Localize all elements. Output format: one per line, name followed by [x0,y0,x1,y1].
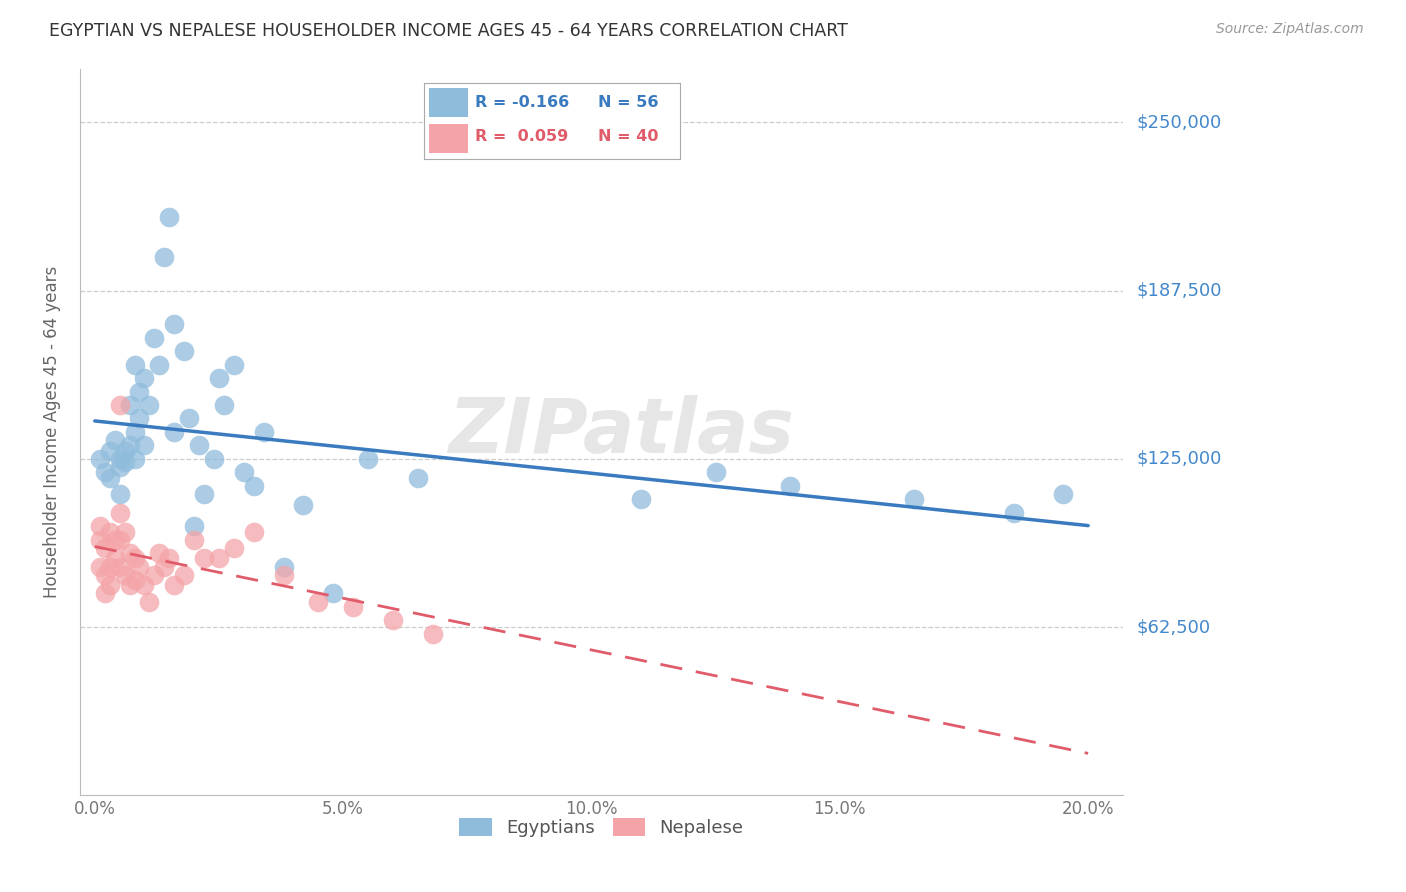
Text: Source: ZipAtlas.com: Source: ZipAtlas.com [1216,22,1364,37]
Point [188,438,211,452]
Point [273,567,295,582]
Point [108,451,131,466]
Point [114,443,136,458]
Point [163,318,186,332]
Point [104,551,127,566]
Point [163,425,186,439]
Point [704,466,727,480]
Point [98,559,121,574]
Point [98,524,121,539]
Point [93,466,115,480]
Point [124,573,146,587]
Point [114,524,136,539]
Point [903,492,925,507]
Point [292,498,315,512]
Point [108,533,131,547]
Point [108,487,131,501]
Point [232,466,254,480]
Legend: Egyptians, Nepalese: Egyptians, Nepalese [451,811,751,845]
Point [89,451,111,466]
Point [148,546,170,560]
Point [208,551,231,566]
Point [89,519,111,533]
Point [173,567,195,582]
Point [202,451,225,466]
Point [193,551,215,566]
Point [779,479,801,493]
Point [173,344,195,359]
Point [104,533,127,547]
Point [630,492,652,507]
Point [406,471,429,485]
Point [128,384,150,399]
Point [357,451,380,466]
Point [163,578,186,592]
Point [93,586,115,600]
Point [134,371,156,385]
Point [118,578,141,592]
Point [93,541,115,555]
Point [148,358,170,372]
Text: $250,000: $250,000 [1137,113,1222,131]
Point [381,614,404,628]
Point [242,479,264,493]
Point [114,567,136,582]
Point [108,559,131,574]
Point [1002,506,1025,520]
Y-axis label: Householder Income Ages 45 - 64 years: Householder Income Ages 45 - 64 years [44,266,60,598]
Point [104,433,127,447]
Point [98,578,121,592]
Point [118,438,141,452]
Point [118,546,141,560]
Point [342,599,364,614]
Point [422,627,444,641]
Point [157,551,180,566]
Point [134,438,156,452]
Point [93,567,115,582]
Text: EGYPTIAN VS NEPALESE HOUSEHOLDER INCOME AGES 45 - 64 YEARS CORRELATION CHART: EGYPTIAN VS NEPALESE HOUSEHOLDER INCOME … [49,22,848,40]
Text: $62,500: $62,500 [1137,618,1211,636]
Point [1052,487,1074,501]
Text: ZIPatlas: ZIPatlas [450,395,796,469]
Point [143,331,166,345]
Point [108,459,131,474]
Point [273,559,295,574]
Point [98,471,121,485]
Point [222,541,245,555]
Point [242,524,264,539]
Point [153,250,176,264]
Point [193,487,215,501]
Point [157,210,180,224]
Point [124,425,146,439]
Point [108,506,131,520]
Point [253,425,276,439]
Text: $125,000: $125,000 [1137,450,1222,468]
Point [322,586,344,600]
Point [222,358,245,372]
Point [89,559,111,574]
Point [124,551,146,566]
Point [108,398,131,412]
Point [124,451,146,466]
Point [128,411,150,425]
Point [143,567,166,582]
Point [153,559,176,574]
Point [179,411,201,425]
Point [124,358,146,372]
Point [118,398,141,412]
Point [138,594,160,608]
Point [183,519,205,533]
Point [134,578,156,592]
Point [208,371,231,385]
Point [138,398,160,412]
Point [114,454,136,468]
Point [212,398,235,412]
Point [128,559,150,574]
Point [89,533,111,547]
Point [307,594,329,608]
Point [183,533,205,547]
Point [98,443,121,458]
Text: $187,500: $187,500 [1137,282,1222,300]
